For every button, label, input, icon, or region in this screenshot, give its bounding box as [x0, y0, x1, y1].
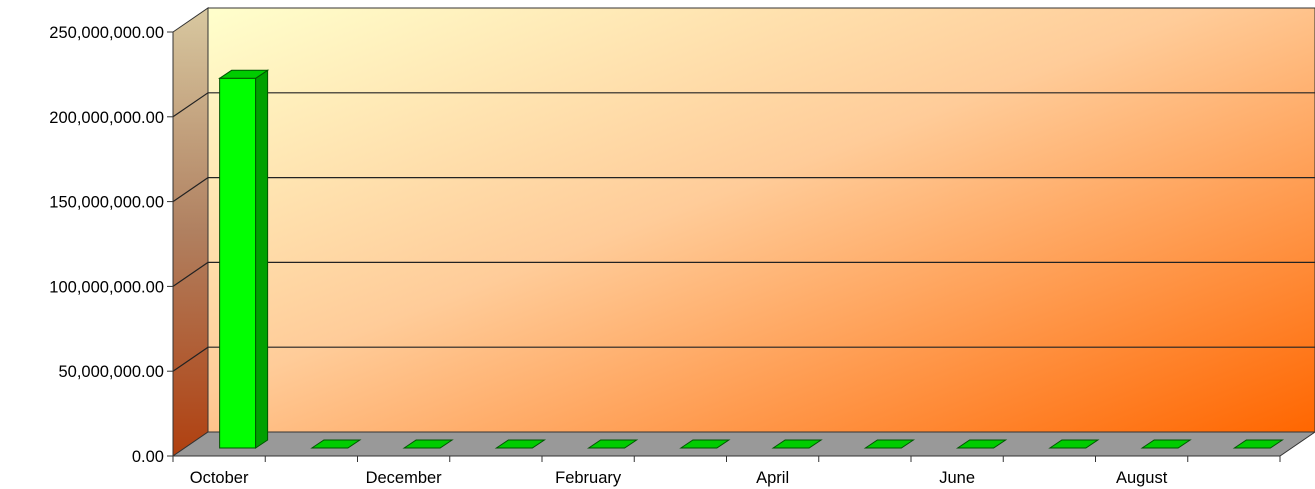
- y-tick-label: 50,000,000.00: [58, 363, 164, 381]
- chart-walls: [171, 7, 1315, 457]
- gridline: [172, 177, 1315, 203]
- bar: [494, 439, 547, 449]
- bar-top: [1048, 439, 1100, 449]
- y-axis-ticks: 0.00 50,000,000.00 100,000,000.00 150,000,0…: [49, 24, 173, 466]
- bar: [1140, 439, 1192, 449]
- bar-top: [771, 439, 823, 449]
- x-tick-label: June: [939, 469, 975, 487]
- y-tick-label: 0.00: [132, 448, 164, 466]
- bar: [771, 439, 823, 449]
- y-tick-label: 100,000,000.00: [49, 278, 164, 296]
- y-tick-label: 250,000,000.00: [49, 24, 164, 42]
- bar: [1048, 439, 1100, 449]
- gridline: [172, 92, 1315, 118]
- x-tick-label: April: [756, 469, 789, 487]
- bar-top: [1140, 439, 1192, 449]
- bars: [217, 69, 1285, 449]
- bar-top: [402, 439, 454, 449]
- back-wall: [207, 7, 1315, 433]
- x-tick-label: August: [1116, 469, 1168, 487]
- bar: [679, 439, 731, 449]
- gridline: [172, 261, 1315, 287]
- bar-side: [255, 69, 269, 449]
- bar-top: [863, 439, 916, 449]
- side-wall: [172, 7, 209, 457]
- gridlines: [172, 92, 1315, 372]
- bar-top: [955, 439, 1008, 449]
- x-tick-label: February: [555, 469, 622, 487]
- x-tick-label: October: [190, 469, 249, 487]
- y-tick-label: 150,000,000.00: [49, 194, 164, 212]
- bar-top: [679, 439, 731, 449]
- bar: [863, 439, 916, 449]
- bar-top: [1232, 439, 1285, 449]
- bar: [402, 439, 454, 449]
- bar-top: [494, 439, 547, 449]
- x-axis-ticks: October December February April June August: [172, 456, 1281, 487]
- bar: [1232, 439, 1285, 449]
- bar-top: [586, 439, 639, 449]
- bar-top: [217, 69, 270, 79]
- bar-top: [310, 439, 362, 449]
- y-tick-label: 200,000,000.00: [49, 109, 164, 127]
- bar: [586, 439, 639, 449]
- bar: [217, 69, 270, 449]
- bar: [955, 439, 1008, 449]
- x-tick-label: December: [366, 469, 443, 487]
- bar: [310, 439, 362, 449]
- bar-front: [219, 77, 257, 449]
- gridline: [172, 346, 1315, 372]
